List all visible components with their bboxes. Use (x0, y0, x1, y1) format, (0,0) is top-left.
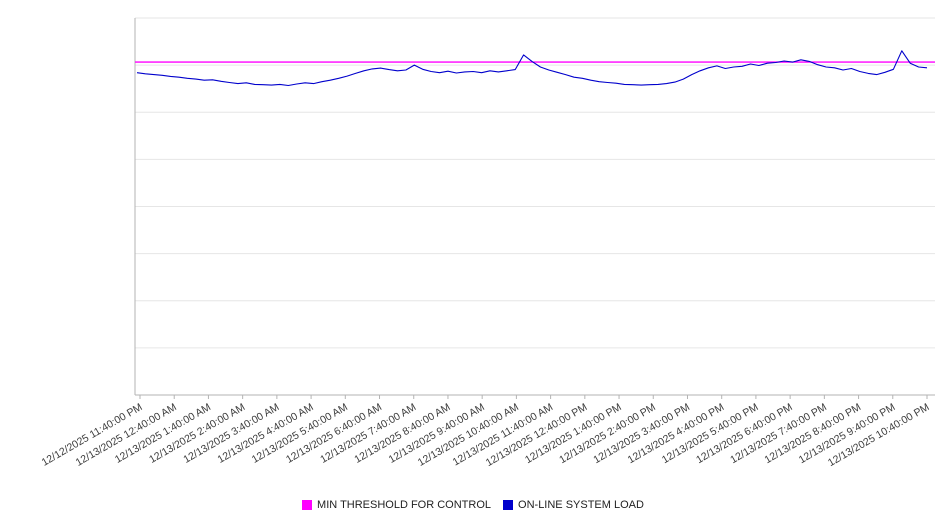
legend-item-load: ON-LINE SYSTEM LOAD (503, 499, 644, 511)
legend-label-load: ON-LINE SYSTEM LOAD (518, 499, 644, 511)
legend: MIN THRESHOLD FOR CONTROL ON-LINE SYSTEM… (0, 496, 946, 514)
series-group (135, 50, 935, 87)
legend-item-threshold: MIN THRESHOLD FOR CONTROL (302, 499, 491, 511)
load-line (136, 50, 928, 87)
grid-group (135, 17, 935, 396)
legend-swatch-threshold (302, 500, 313, 510)
legend-label-threshold: MIN THRESHOLD FOR CONTROL (317, 499, 492, 511)
axis-group (134, 18, 935, 399)
legend-swatch-load (503, 500, 514, 510)
